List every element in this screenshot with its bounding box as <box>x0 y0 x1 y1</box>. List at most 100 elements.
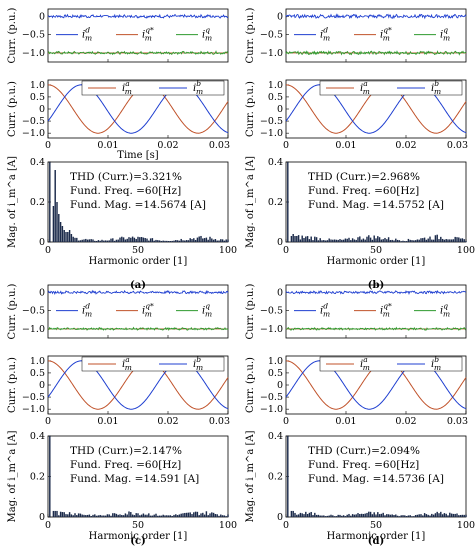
harmonic-bar <box>142 513 145 517</box>
harmonic-bar <box>303 514 305 517</box>
spectrum-ytick-label: 0 <box>277 512 283 523</box>
harmonic-bar <box>131 514 134 517</box>
harmonic-bar <box>359 236 361 242</box>
harmonic-bar <box>171 240 173 242</box>
harmonic-bar <box>445 239 447 242</box>
harmonic-bar <box>386 514 388 517</box>
harmonic-bar <box>326 515 329 517</box>
harmonic-bar <box>404 515 406 517</box>
harmonic-bar <box>178 514 181 517</box>
harmonic-bar <box>160 240 163 242</box>
harmonic-bar <box>216 514 218 517</box>
harmonic-bar <box>184 240 186 242</box>
harmonic-bar <box>49 162 51 242</box>
harmonic-bar <box>416 239 419 242</box>
harmonic-bar <box>456 237 458 242</box>
phase-ytick-label: 0 <box>277 104 283 115</box>
harmonic-bar <box>122 515 125 517</box>
harmonic-bar <box>458 237 460 242</box>
harmonic-bar <box>49 436 51 517</box>
dq-ytick-label: −1.0 <box>260 324 283 335</box>
phase-ylabel: Curr. (p.u.) <box>245 81 256 137</box>
harmonic-bar <box>202 512 204 517</box>
harmonic-bar <box>227 514 229 517</box>
harmonic-bar <box>380 239 383 242</box>
harmonic-bar <box>420 238 422 242</box>
spectrum-ylabel: Mag. of i_m^a [A] <box>245 430 256 522</box>
harmonic-bar <box>140 237 143 242</box>
harmonic-bar <box>418 239 420 242</box>
spectrum-ytick-label: 0.4 <box>268 157 283 168</box>
phase-ytick-label: −0.5 <box>260 392 283 403</box>
spectrum-ytick-label: 0.2 <box>268 197 283 208</box>
harmonic-bar <box>113 513 116 517</box>
harmonic-bar <box>207 515 209 517</box>
harmonic-bar <box>68 512 71 517</box>
fund-freq-annotation: Fund. Freq. =60[Hz] <box>308 459 419 471</box>
harmonic-bar <box>353 514 356 517</box>
harmonic-bar <box>196 511 199 517</box>
phase-xtick-label: 0.01 <box>97 416 118 427</box>
harmonic-bar <box>166 515 168 517</box>
harmonic-bar <box>205 511 208 517</box>
harmonic-bar <box>389 514 392 517</box>
harmonic-bar <box>166 240 168 242</box>
harmonic-bar <box>68 230 71 242</box>
harmonic-bar <box>404 241 406 242</box>
spectrum-ytick-label: 0.4 <box>30 431 45 442</box>
harmonic-bar <box>92 514 94 517</box>
harmonic-bar <box>301 513 303 517</box>
harmonic-bar <box>465 240 467 242</box>
harmonic-bar <box>104 240 107 242</box>
harmonic-bar <box>191 239 193 242</box>
phase-ytick-label: −0.5 <box>260 116 283 127</box>
harmonic-bar <box>59 222 62 242</box>
harmonic-bar <box>447 239 449 242</box>
spectrum-ylabel: Mag. of i_m^a [A] <box>7 430 18 522</box>
harmonic-bar <box>375 238 377 242</box>
harmonic-bar <box>429 236 431 242</box>
harmonic-xlabel: Harmonic order [1] <box>89 256 188 267</box>
harmonic-bar <box>350 240 352 242</box>
harmonic-bar <box>323 515 325 517</box>
harmonic-bar <box>431 513 433 517</box>
phase-ytick-label: 1.0 <box>268 356 283 367</box>
harmonic-bar <box>315 237 318 242</box>
series-q-line <box>285 50 467 56</box>
harmonic-bar <box>130 512 132 517</box>
harmonic-bar <box>290 510 293 517</box>
harmonic-bar <box>99 240 101 242</box>
harmonic-bar <box>389 240 392 242</box>
harmonic-bar <box>187 512 190 517</box>
harmonic-bar <box>223 240 226 242</box>
harmonic-bar <box>368 511 370 517</box>
harmonic-bar <box>337 514 339 517</box>
harmonic-bar <box>440 511 442 517</box>
harmonic-bar <box>65 232 67 242</box>
harmonic-bar <box>209 236 211 242</box>
harmonic-bar <box>458 515 460 517</box>
harmonic-bar <box>321 515 323 517</box>
harmonic-bar <box>194 511 197 517</box>
harmonic-bar <box>378 237 381 242</box>
harmonic-bar <box>209 513 211 517</box>
harmonic-bar <box>436 234 438 242</box>
harmonic-bar <box>324 516 327 517</box>
phase-ytick-label: −1.0 <box>260 404 283 415</box>
legend-label: ia m <box>360 355 370 372</box>
dq-axes-frame <box>47 284 229 339</box>
harmonic-bar <box>182 240 184 242</box>
phase-ytick-label: 1.0 <box>268 80 283 91</box>
harmonic-bar <box>227 239 229 242</box>
harmonic-bar <box>440 236 442 242</box>
subfigure-label: (a) <box>130 280 146 291</box>
harmonic-bar <box>335 239 338 242</box>
spectrum-xtick-label: 0 <box>45 245 51 256</box>
harmonic-bar <box>314 236 316 242</box>
harmonic-bar <box>77 240 80 242</box>
harmonic-bar <box>306 514 309 517</box>
phase-ylabel: Curr. (p.u.) <box>245 357 256 413</box>
harmonic-bar <box>416 514 419 517</box>
